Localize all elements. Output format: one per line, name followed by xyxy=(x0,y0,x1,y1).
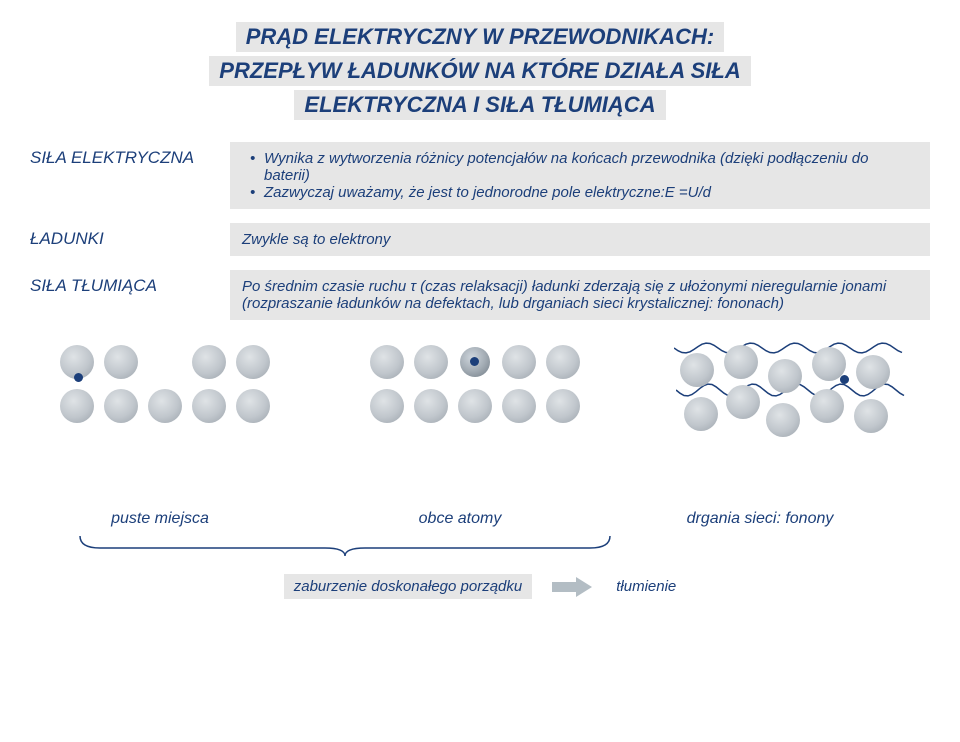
summary-right: tłumienie xyxy=(616,578,676,595)
atom xyxy=(60,389,94,423)
atom xyxy=(502,389,536,423)
caption-impurity: obce atomy xyxy=(290,510,630,528)
atom xyxy=(680,353,714,387)
brace-wrap xyxy=(30,534,930,568)
title-line-3: ELEKTRYCZNA I SIŁA TŁUMIĄCA xyxy=(294,90,665,120)
atom xyxy=(502,345,536,379)
bullet-ef-2: Zazwyczaj uważamy, że jest to jednorodne… xyxy=(256,184,918,201)
atom xyxy=(236,389,270,423)
atom xyxy=(684,397,718,431)
arrow-icon xyxy=(552,577,596,597)
atom xyxy=(148,389,182,423)
atom xyxy=(236,345,270,379)
label-electric-force: SIŁA ELEKTRYCZNA xyxy=(30,142,230,168)
atom xyxy=(546,345,580,379)
content-damping: Po średnim czasie ruchu τ (czas relaksac… xyxy=(230,270,930,320)
atom xyxy=(104,389,138,423)
caption-vacancy: puste miejsca xyxy=(30,510,290,528)
label-charges: ŁADUNKI xyxy=(30,223,230,249)
underbrace xyxy=(30,534,930,568)
section-charges: ŁADUNKI Zwykle są to elektrony xyxy=(30,223,930,256)
content-charges: Zwykle są to elektrony xyxy=(230,223,930,256)
bullet-ef-1: Wynika z wytworzenia różnicy potencjałów… xyxy=(256,150,918,184)
atom xyxy=(414,389,448,423)
atom xyxy=(856,355,890,389)
content-electric-force: Wynika z wytworzenia różnicy potencjałów… xyxy=(230,142,930,209)
section-electric-force: SIŁA ELEKTRYCZNA Wynika z wytworzenia ró… xyxy=(30,142,930,209)
electron xyxy=(470,357,479,366)
lattice-diagrams xyxy=(30,340,930,510)
caption-row: puste miejsca obce atomy drgania sieci: … xyxy=(30,510,930,528)
atom xyxy=(192,345,226,379)
summary-row: zaburzenie doskonałego porządku tłumieni… xyxy=(30,574,930,599)
label-damping: SIŁA TŁUMIĄCA xyxy=(30,270,230,296)
atom xyxy=(766,403,800,437)
atom xyxy=(768,359,802,393)
summary-left: zaburzenie doskonałego porządku xyxy=(284,574,533,599)
atom xyxy=(458,389,492,423)
atom xyxy=(370,345,404,379)
title-line-2: PRZEPŁYW ŁADUNKÓW NA KTÓRE DZIAŁA SIŁA xyxy=(209,56,750,86)
atom xyxy=(546,389,580,423)
caption-phonons: drgania sieci: fonony xyxy=(630,510,890,528)
atom xyxy=(104,345,138,379)
section-damping: SIŁA TŁUMIĄCA Po średnim czasie ruchu τ … xyxy=(30,270,930,320)
electron xyxy=(74,373,83,382)
atom xyxy=(414,345,448,379)
electron xyxy=(840,375,849,384)
title-block: PRĄD ELEKTRYCZNY W PRZEWODNIKACH: PRZEPŁ… xyxy=(30,20,930,122)
atom xyxy=(192,389,226,423)
atom xyxy=(854,399,888,433)
atom xyxy=(724,345,758,379)
atom xyxy=(810,389,844,423)
atom xyxy=(726,385,760,419)
title-line-1: PRĄD ELEKTRYCZNY W PRZEWODNIKACH: xyxy=(236,22,725,52)
atom xyxy=(370,389,404,423)
